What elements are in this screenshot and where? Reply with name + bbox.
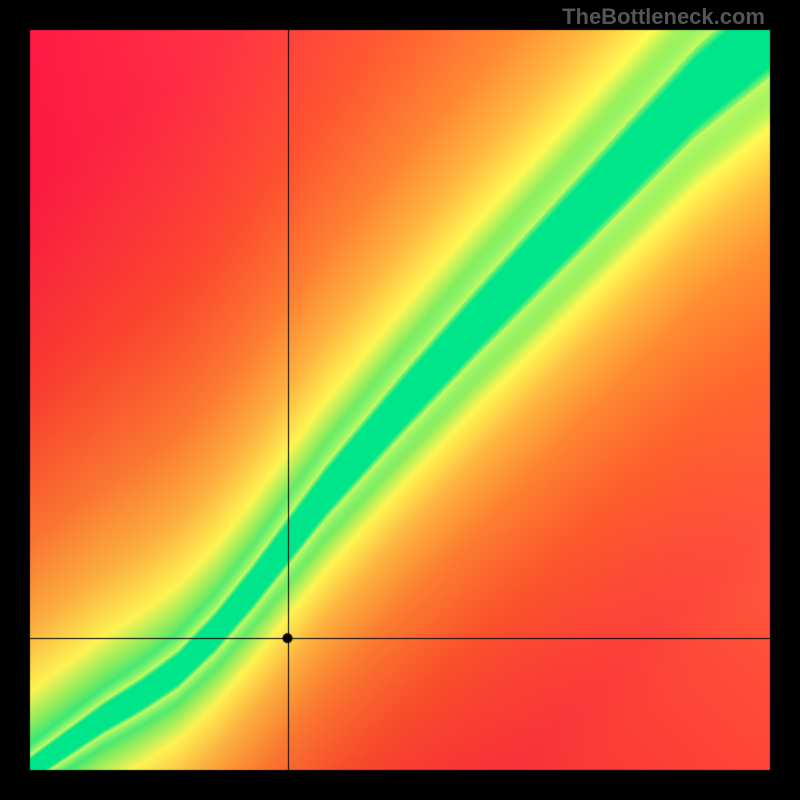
chart-container: TheBottleneck.com <box>0 0 800 800</box>
bottleneck-heatmap-canvas <box>0 0 800 800</box>
